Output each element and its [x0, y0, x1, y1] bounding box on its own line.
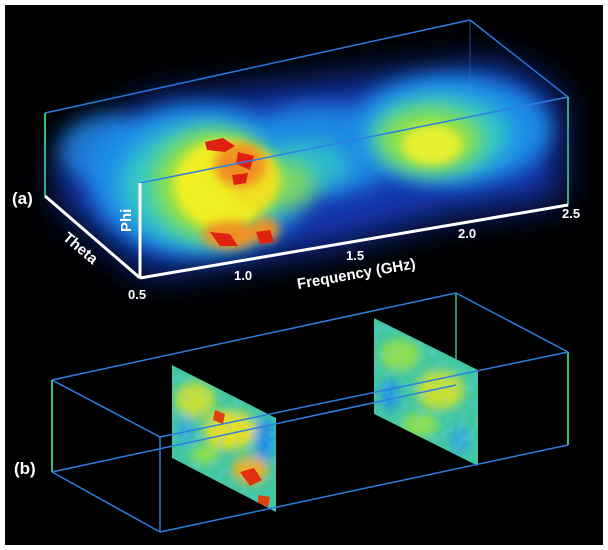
panel-label: (b) — [14, 459, 36, 478]
x-axis-line — [139, 203, 569, 280]
z-axis-title: Phi — [118, 209, 135, 232]
panel-a-heat-volume — [60, 62, 560, 275]
x-tick-label: 0.5 — [128, 287, 146, 302]
x-tick-label: 2.5 — [562, 206, 580, 221]
x-tick-label: 1.5 — [346, 248, 364, 263]
panel-a: 0.5 1.0 1.5 2.0 2.5 Frequency (GHz) Thet… — [12, 19, 580, 302]
panel-b-box-front — [51, 351, 569, 533]
panel-b-box-back — [51, 292, 569, 438]
x-tick-label: 2.0 — [458, 226, 476, 241]
x-tick-label: 1.0 — [234, 268, 252, 283]
panel-a-axes — [44, 183, 569, 280]
panel-label: (a) — [12, 189, 33, 208]
y-axis-line — [44, 194, 141, 280]
